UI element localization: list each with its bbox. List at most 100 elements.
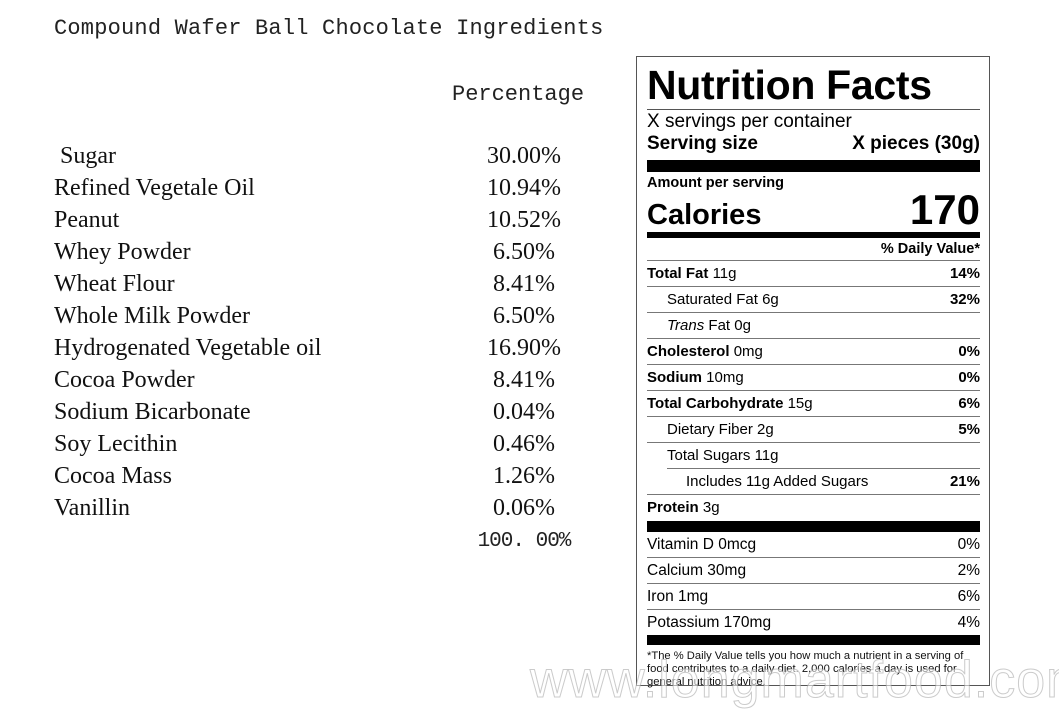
nutrient-dv: 5% <box>958 421 980 438</box>
vitamin-dv: 0% <box>957 535 980 553</box>
ingredient-percent: 30.00% <box>487 143 561 169</box>
nutrient-dv: 21% <box>949 473 980 490</box>
nutrient-label: Cholesterol <box>647 343 730 360</box>
vitamin-row-vitamin-d: Vitamin D 0mcg 0% <box>647 532 980 557</box>
nutrition-facts-title: Nutrition Facts <box>647 62 932 108</box>
ingredient-percent: 0.06% <box>493 495 555 521</box>
ingredient-row: Vanillin 0.06% <box>54 493 594 525</box>
ingredient-percent: 8.41% <box>493 367 555 393</box>
ingredient-name: Sugar <box>60 143 116 169</box>
vitamin-label: Calcium 30mg <box>647 561 747 579</box>
nutrient-row-total-carbohydrate: Total Carbohydrate 15g 6% <box>647 390 980 416</box>
nutrient-amount: 0mg <box>733 343 763 360</box>
nutrient-label: Sodium <box>647 369 702 386</box>
serving-size-label: Serving size <box>647 133 758 154</box>
daily-value-header: % Daily Value* <box>880 241 980 257</box>
ingredient-percent: 6.50% <box>493 303 555 329</box>
ingredient-name: Soy Lecithin <box>54 431 178 457</box>
nutrient-row-trans-fat: Trans Fat 0g <box>647 312 980 338</box>
nutrient-dv: 0% <box>958 343 980 360</box>
calories-row: Calories 170 <box>647 188 980 232</box>
serving-size-value: X pieces (30g) <box>852 133 980 154</box>
nutrient-amount: 3g <box>702 499 720 516</box>
ingredient-name: Vanillin <box>54 495 130 521</box>
ingredient-percent: 10.52% <box>487 207 561 233</box>
ingredient-row: Sodium Bicarbonate 0.04% <box>54 397 594 429</box>
ingredients-total: 100. 00% <box>477 530 572 553</box>
vitamin-dv: 6% <box>957 587 980 605</box>
nutrient-amount: 11g <box>712 265 737 282</box>
vitamin-row-potassium: Potassium 170mg 4% <box>647 609 980 635</box>
ingredient-name: Hydrogenated Vegetable oil <box>54 335 322 361</box>
nutrient-row-sodium: Sodium 10mg 0% <box>647 364 980 390</box>
nutrient-row-protein: Protein 3g <box>647 494 980 520</box>
nutrient-amount: 2g <box>757 421 774 438</box>
nutrient-row-cholesterol: Cholesterol 0mg 0% <box>647 338 980 364</box>
ingredient-name: Wheat Flour <box>54 271 175 297</box>
nutrient-label: Fat <box>708 317 731 334</box>
nutrient-label: Dietary Fiber <box>667 421 753 438</box>
nutrient-dv: 0% <box>958 369 980 386</box>
ingredient-name: Sodium Bicarbonate <box>54 399 251 425</box>
ingredient-name: Peanut <box>54 207 120 233</box>
ingredient-percent: 8.41% <box>493 271 555 297</box>
serving-size-row: Serving size X pieces (30g) <box>647 133 980 155</box>
ingredient-row: Whey Powder 6.50% <box>54 237 594 269</box>
ingredient-name: Cocoa Mass <box>54 463 172 489</box>
ingredient-name: Whole Milk Powder <box>54 303 250 329</box>
ingredient-percent: 6.50% <box>493 239 555 265</box>
ingredient-row: Whole Milk Powder 6.50% <box>54 301 594 333</box>
ingredient-row: Sugar 30.00% <box>54 141 594 173</box>
vitamin-label: Iron 1mg <box>647 587 709 605</box>
document-title: Compound Wafer Ball Chocolate Ingredient… <box>54 16 604 41</box>
ingredient-name: Refined Vegetale Oil <box>54 175 255 201</box>
ingredient-row: Refined Vegetale Oil 10.94% <box>54 173 594 205</box>
ingredient-row: Soy Lecithin 0.46% <box>54 429 594 461</box>
nutrient-label: Total Fat <box>647 265 709 282</box>
vitamin-label: Potassium 170mg <box>647 613 772 631</box>
nutrient-label: Protein <box>647 499 699 516</box>
nutrient-amount: 15g <box>787 395 813 412</box>
ingredient-percent: 0.04% <box>493 399 555 425</box>
ingredients-table: Sugar 30.00% Refined Vegetale Oil 10.94%… <box>54 141 594 525</box>
nutrition-facts-label: Nutrition Facts X servings per container… <box>636 56 990 688</box>
nutrient-row-saturated-fat: Saturated Fat 6g 32% <box>647 286 980 312</box>
ingredient-row: Hydrogenated Vegetable oil 16.90% <box>54 333 594 365</box>
ingredient-percent: 1.26% <box>493 463 555 489</box>
vitamin-label: Vitamin D 0mcg <box>647 535 757 553</box>
ingredient-name: Cocoa Powder <box>54 367 195 393</box>
nutrient-amount: 11g <box>754 447 779 464</box>
vitamin-dv: 4% <box>957 613 980 631</box>
ingredient-row: Peanut 10.52% <box>54 205 594 237</box>
nutrient-amount: 0g <box>734 317 751 334</box>
divider-thick <box>647 160 980 172</box>
calories-label: Calories <box>647 199 762 231</box>
ingredient-percent: 10.94% <box>487 175 561 201</box>
calories-value: 170 <box>909 186 980 233</box>
nutrient-amount: 6g <box>762 291 779 308</box>
nutrient-label: Saturated Fat <box>667 291 758 308</box>
vitamin-dv: 2% <box>957 561 980 579</box>
nutrient-label-italic: Trans <box>667 317 705 334</box>
servings-per-container: X servings per container <box>647 111 852 132</box>
nutrient-row-dietary-fiber: Dietary Fiber 2g 5% <box>647 416 980 442</box>
vitamin-row-calcium: Calcium 30mg 2% <box>647 557 980 583</box>
amount-per-serving: Amount per serving <box>647 175 784 191</box>
nutrient-label: Total Sugars <box>667 447 751 464</box>
divider-thick <box>647 635 980 645</box>
nutrient-row-total-sugars: Total Sugars 11g <box>647 442 980 468</box>
percentage-column-header: Percentage <box>452 82 585 107</box>
divider-medium <box>647 232 980 238</box>
nutrient-amount: 10mg <box>706 369 744 386</box>
daily-value-footnote: *The % Daily Value tells you how much a … <box>647 650 964 688</box>
nutrient-dv: 32% <box>949 291 980 308</box>
ingredient-name: Whey Powder <box>54 239 191 265</box>
ingredient-percent: 0.46% <box>493 431 555 457</box>
nutrient-row-added-sugars: Includes 11g Added Sugars 21% <box>667 468 980 494</box>
ingredient-percent: 16.90% <box>487 335 561 361</box>
nutrient-label: Includes 11g Added Sugars <box>686 473 869 490</box>
ingredient-row: Cocoa Powder 8.41% <box>54 365 594 397</box>
ingredient-row: Cocoa Mass 1.26% <box>54 461 594 493</box>
nutrient-label: Total Carbohydrate <box>647 395 784 412</box>
nutrient-dv: 6% <box>958 395 980 412</box>
